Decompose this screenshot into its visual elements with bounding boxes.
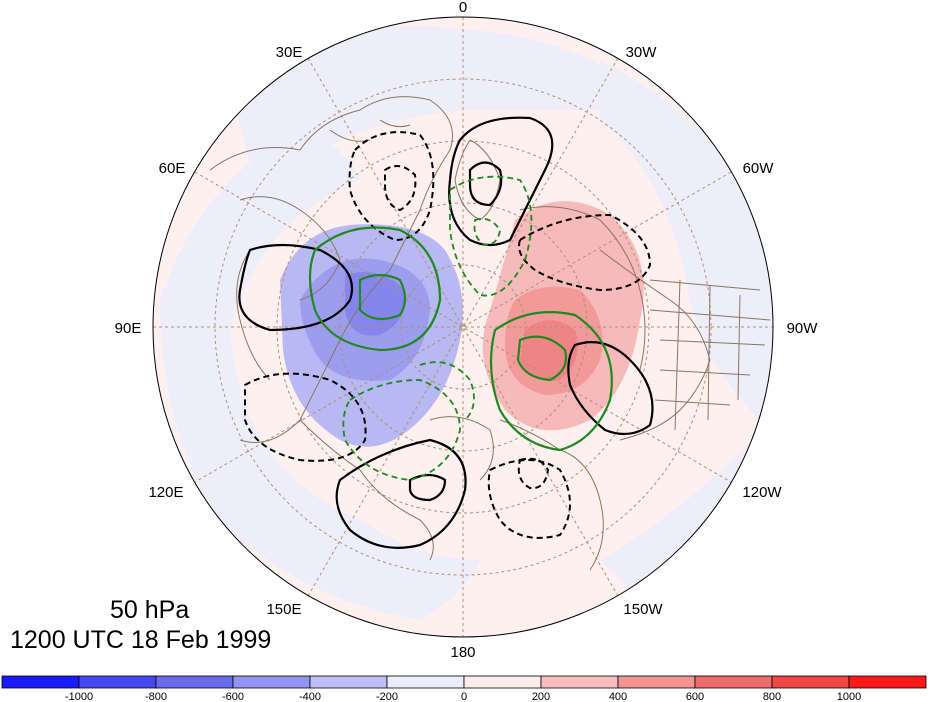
lon-label-30w: 30W (626, 44, 658, 61)
graticule (153, 17, 773, 637)
lon-label-120w: 120W (742, 484, 782, 501)
colorbar-tick-label: 800 (763, 691, 781, 702)
colorbar-tick-label: 1000 (837, 691, 861, 702)
colorbar-segment (540, 675, 619, 689)
colorbar-segment (771, 675, 850, 689)
longitude-labels: 0 30E 60E 90E 120E 150E 180 150W 120W 90… (115, 0, 819, 661)
contours-black (238, 116, 654, 549)
colorbar-segment (309, 675, 388, 689)
lon-label-150e: 150E (266, 601, 301, 618)
valid-time-label: 1200 UTC 18 Feb 1999 (10, 626, 272, 654)
colorbar-tick-label: -400 (299, 691, 321, 702)
colorbar-tick-label: -600 (222, 691, 244, 702)
colorbar-tick-label: -1000 (65, 691, 93, 702)
lon-label-180: 180 (450, 644, 475, 661)
lon-label-30e: 30E (276, 44, 303, 61)
colorbar-segment (617, 675, 696, 689)
pressure-level-label: 50 hPa (110, 596, 190, 624)
lon-label-90w: 90W (787, 320, 819, 337)
lon-label-60e: 60E (159, 160, 186, 177)
lon-label-120e: 120E (148, 484, 183, 501)
lon-label-60w: 60W (743, 160, 775, 177)
colorbar-tick-label: 200 (532, 691, 550, 702)
lon-label-90e: 90E (115, 320, 142, 337)
colorbar-segment (1, 675, 80, 689)
colorbar-tick-label: -200 (376, 691, 398, 702)
colorbar: -1000 -800 -600 -400 -200 0 200 400 600 800 1000 (1, 675, 927, 702)
map-boundary (152, 16, 774, 638)
lon-label-150w: 150W (623, 601, 663, 618)
colorbar-segment (78, 675, 157, 689)
colorbar-tick-label: 0 (461, 691, 467, 702)
colorbar-segment (463, 675, 542, 689)
colorbar-tick-label: 400 (609, 691, 627, 702)
colorbar-tick-label: -800 (145, 691, 167, 702)
contours-green-dashed (342, 175, 533, 481)
colorbar-segment (232, 675, 311, 689)
colorbar-tick-label: 600 (686, 691, 704, 702)
contours-green (308, 226, 613, 452)
lon-label-0: 0 (459, 0, 467, 16)
contours-black-dashed (244, 131, 652, 539)
colorbar-segment (694, 675, 773, 689)
colorbar-segment (386, 675, 465, 689)
colorbar-segment (155, 675, 234, 689)
colorbar-segment (848, 675, 927, 689)
